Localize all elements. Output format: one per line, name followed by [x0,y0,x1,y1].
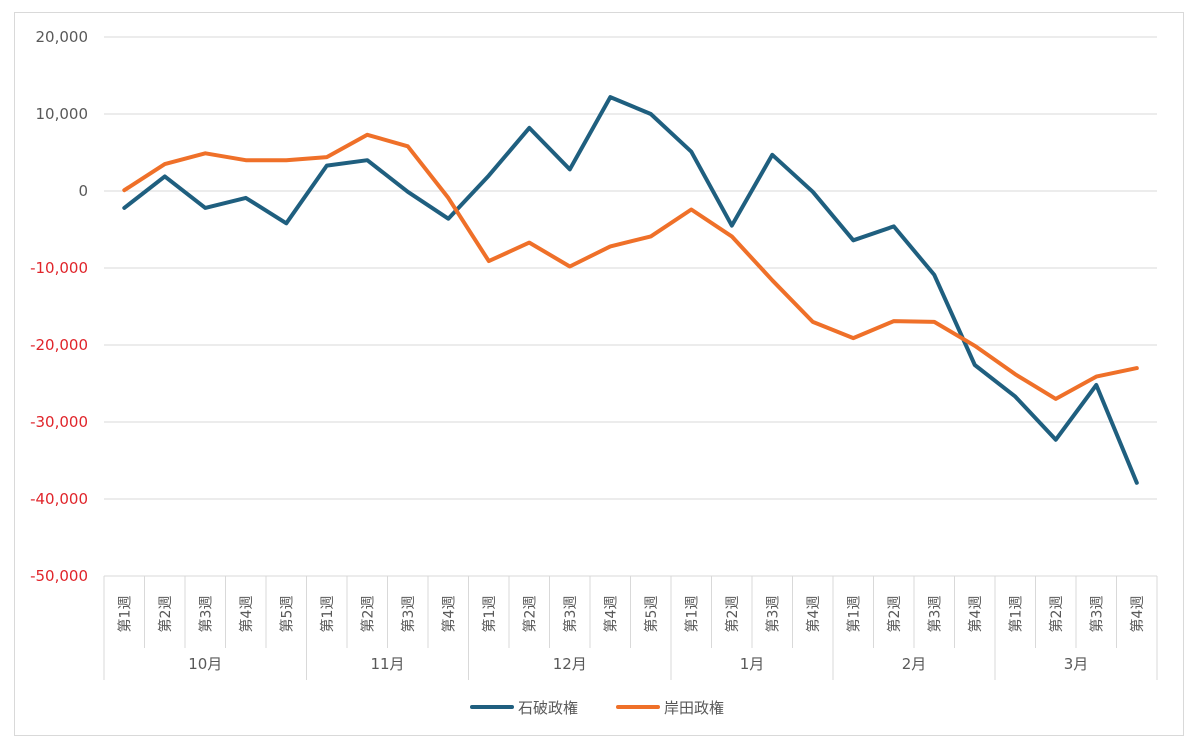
series-lines [122,95,1139,485]
y-tick-label: -40,000 [30,490,88,508]
legend-label: 石破政権 [518,699,578,717]
x-tick-label: 第4週 [238,596,255,633]
x-tick-label: 第1週 [845,596,862,633]
x-tick-label: 第3週 [197,596,214,633]
month-label: 11月 [370,655,404,673]
x-tick-label: 第4週 [440,596,457,633]
y-tick-label: -10,000 [30,259,88,277]
x-tick-label: 第5週 [643,596,660,633]
x-tick-label: 第1週 [481,596,498,633]
x-tick-label: 第3週 [562,596,579,633]
x-tick-label: 第3週 [400,596,417,633]
month-label: 3月 [1064,655,1089,673]
y-tick-label: -30,000 [30,413,88,431]
x-tick-label: 第1週 [319,596,336,633]
legend-label: 岸田政権 [664,699,724,717]
x-tick-label: 第1週 [116,596,133,633]
series-line [122,132,1139,401]
x-tick-label: 第2週 [521,596,538,633]
x-tick-label: 第2週 [157,596,174,633]
y-tick-label: 0 [78,182,88,200]
x-tick-label: 第1週 [1007,596,1024,633]
month-label: 10月 [188,655,222,673]
x-tick-label: 第2週 [886,596,903,633]
x-tick-label: 第4週 [602,596,619,633]
x-tick-label: 第2週 [1048,596,1065,633]
x-axis: 第1週 第2週 第3週 第4週 第5週 10月 第1週 第2週 第3週 第4週 11月 第1週 第2週 第… [103,576,1158,680]
x-tick-label: 第5週 [278,596,295,633]
y-tick-label: 20,000 [36,28,89,46]
y-tick-label: 10,000 [36,105,89,123]
month-label: 12月 [553,655,587,673]
series-line [122,95,1139,485]
y-axis: 20,000 10,000 0 -10,000 -20,000 -30,000 -40,00… [30,28,88,585]
y-tick-label: -50,000 [30,567,88,585]
x-tick-label: 第3週 [926,596,943,633]
month-label: 1月 [740,655,765,673]
x-tick-label: 第4週 [805,596,822,633]
x-tick-label: 第4週 [1129,596,1146,633]
month-label: 2月 [902,655,927,673]
legend: 石破政権 岸田政権 [470,699,724,717]
x-tick-label: 第3週 [764,596,781,633]
x-tick-label: 第3週 [1088,596,1105,633]
x-tick-label: 第1週 [683,596,700,633]
x-tick-label: 第2週 [359,596,376,633]
y-tick-label: -20,000 [30,336,88,354]
gridlines [104,36,1157,577]
x-tick-label: 第2週 [724,596,741,633]
x-tick-label: 第4週 [967,596,984,633]
